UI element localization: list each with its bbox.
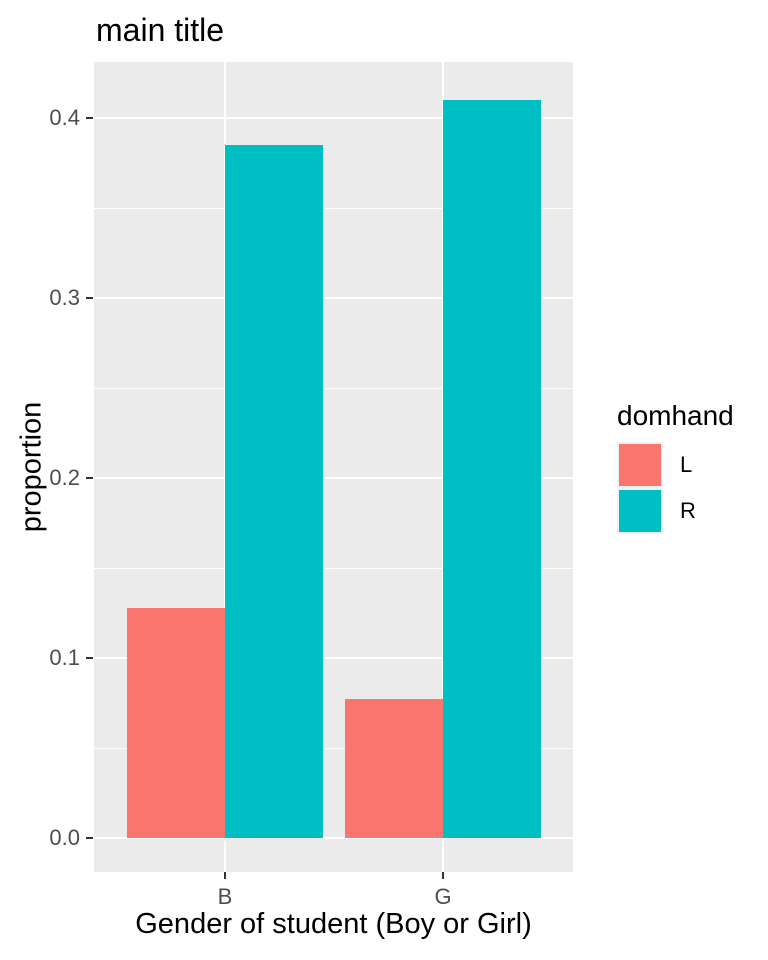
legend-label-L: L [680,452,693,477]
legend-key-swatch-R [619,490,661,532]
legend-item-R: R [617,488,734,534]
gridline-major [94,837,573,839]
legend-title: domhand [617,400,734,431]
legend-label-R: R [680,498,696,523]
x-axis-title: Gender of student (Boy or Girl) [135,908,532,940]
y-tick-label: 0.3 [49,285,80,310]
y-axis-title: proportion [15,401,48,533]
plot-panel [94,62,573,872]
legend-key-background [617,442,663,488]
y-tick-mark [86,837,93,839]
y-tick-label: 0.4 [49,105,80,130]
gridline-minor [94,208,573,209]
x-tick-label: G [434,884,452,909]
legend-key-swatch-L [619,444,661,486]
legend-item-L: L [617,442,734,488]
x-tick-mark [442,872,444,879]
gridline-minor [94,388,573,389]
gridline-major [94,117,573,119]
gridline-minor [94,568,573,569]
y-tick-mark [86,297,93,299]
x-tick-label: B [217,884,233,909]
y-tick-label: 0.1 [49,645,80,670]
bar-G-L [345,699,443,838]
bar-B-R [225,145,323,838]
x-tick-mark [224,872,226,879]
bar-B-L [127,608,225,838]
bar-G-R [443,100,541,838]
gridline-major [94,477,573,479]
y-tick-mark [86,657,93,659]
gridline-major [94,297,573,299]
chart-title: main title [96,12,225,48]
y-tick-mark [86,117,93,119]
y-tick-mark [86,477,93,479]
y-tick-label: 0.0 [49,825,80,850]
legend-key-background [617,488,663,534]
gridline-major [94,657,573,659]
gridline-minor [94,748,573,749]
